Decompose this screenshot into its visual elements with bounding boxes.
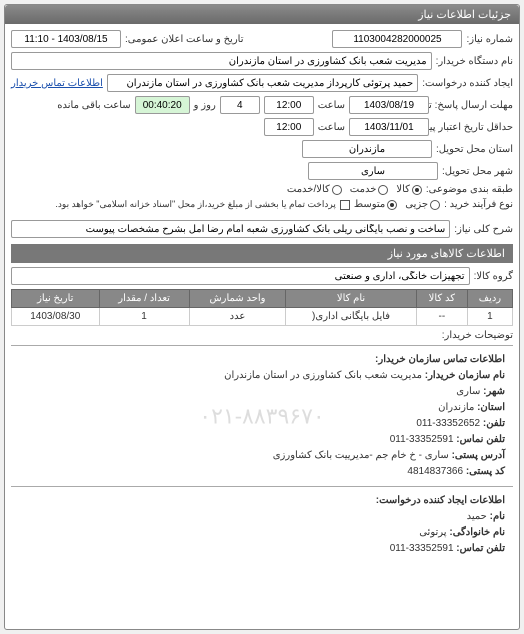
category-label: طبقه بندی موضوعی:: [426, 184, 513, 195]
contact-line: تلفن تماس: 33352591-011: [19, 541, 505, 557]
desc-label: شرح کلی نیاز:: [454, 224, 513, 235]
city-field[interactable]: [308, 162, 438, 180]
announce-field[interactable]: [11, 30, 121, 48]
requester-contact-block: اطلاعات ایجاد کننده درخواست: نام: حمیدنا…: [11, 486, 513, 563]
contact-line: نام: حمید: [19, 509, 505, 525]
contact-line: شهر: ساری: [19, 384, 505, 400]
contact-line: نام خانوادگی: پرتوئی: [19, 525, 505, 541]
buyer-contact-link[interactable]: اطلاعات تماس خریدار: [11, 78, 103, 89]
time-label-1: ساعت: [318, 100, 345, 111]
table-header-row: ردیف کد کالا نام کالا واحد شمارش تعداد /…: [12, 290, 513, 308]
validity-label: حداقل تاریخ اعتبار پیشنهاد: تا تاریخ:: [433, 122, 513, 133]
goods-group-field[interactable]: [11, 267, 470, 285]
province-label: استان محل تحویل:: [436, 144, 513, 155]
contact-line: تلفن نماس: 33352591-011: [19, 432, 505, 448]
time-label-2: ساعت: [318, 122, 345, 133]
city-label: شهر محل تحویل:: [442, 166, 513, 177]
province-field[interactable]: [302, 140, 432, 158]
buyer-org-label: نام دستگاه خریدار:: [436, 56, 513, 67]
panel-title: جزئیات اطلاعات نیاز: [5, 5, 519, 24]
announce-label: تاریخ و ساعت اعلان عمومی:: [125, 34, 244, 45]
reply-deadline-label: مهلت ارسال پاسخ: تا تاریخ:: [433, 100, 513, 111]
contact-line: آدرس پستی: ساری - خ خام جم -مدیرییت بانک…: [19, 448, 505, 464]
buyer-contact-block: اطلاعات تماس سازمان خریدار: نام سازمان خ…: [11, 345, 513, 486]
process-note: پرداخت تمام یا بخشی از مبلغ خرید،از محل …: [55, 199, 335, 210]
th-unit: واحد شمارش: [189, 290, 286, 308]
buyer-notes-label: توضیحات خریدار:: [442, 330, 513, 341]
remain-label: ساعت باقی مانده: [57, 100, 130, 111]
need-number-field[interactable]: [332, 30, 462, 48]
table-cell: 1: [467, 308, 512, 326]
reply-deadline-time[interactable]: [264, 96, 314, 114]
th-row: ردیف: [467, 290, 512, 308]
table-cell: 1403/08/30: [12, 308, 100, 326]
table-cell: --: [416, 308, 467, 326]
cat-option-2[interactable]: کالا/خدمت: [287, 184, 342, 195]
process-option-0[interactable]: جزیی: [405, 199, 440, 210]
radio-icon: [332, 185, 342, 195]
table-cell: 1: [99, 308, 189, 326]
th-qty: تعداد / مقدار: [99, 290, 189, 308]
validity-time[interactable]: [264, 118, 314, 136]
radio-icon: [430, 200, 440, 210]
table-cell: عدد: [189, 308, 286, 326]
requester-field[interactable]: [107, 74, 418, 92]
contact-line: نام سازمان خریدار: مدیریت شعب بانک کشاور…: [19, 368, 505, 384]
table-cell: فایل بایگانی اداری(: [286, 308, 416, 326]
treasury-checkbox[interactable]: [340, 200, 350, 210]
contact-line: کد پستی: 4814837366: [19, 464, 505, 480]
need-details-panel: جزئیات اطلاعات نیاز شماره نیاز: تاریخ و …: [4, 4, 520, 630]
days-field[interactable]: [220, 96, 260, 114]
radio-icon: [387, 200, 397, 210]
panel-body: شماره نیاز: تاریخ و ساعت اعلان عمومی: نا…: [5, 24, 519, 629]
th-date: تاریخ نیاز: [12, 290, 100, 308]
th-name: نام کالا: [286, 290, 416, 308]
reply-deadline-date[interactable]: [349, 96, 429, 114]
contact1-title: اطلاعات تماس سازمان خریدار:: [19, 352, 505, 368]
radio-icon: [412, 185, 422, 195]
process-radio-group: جزیی متوسط: [354, 199, 440, 210]
empty-space: [11, 563, 513, 623]
desc-field[interactable]: [11, 220, 450, 238]
process-option-1[interactable]: متوسط: [354, 199, 397, 210]
need-number-label: شماره نیاز:: [466, 34, 513, 45]
radio-icon: [378, 185, 388, 195]
cat-option-1[interactable]: خدمت: [350, 184, 389, 195]
th-code: کد کالا: [416, 290, 467, 308]
goods-group-label: گروه کالا:: [474, 271, 513, 282]
category-radio-group: کالا خدمت کالا/خدمت: [287, 184, 422, 195]
validity-date[interactable]: [349, 118, 429, 136]
contact2-title: اطلاعات ایجاد کننده درخواست:: [19, 493, 505, 509]
requester-label: ایجاد کننده درخواست:: [422, 78, 513, 89]
goods-section-title: اطلاعات کالاهای مورد نیاز: [11, 244, 513, 263]
remain-time-field: [135, 96, 190, 114]
buyer-org-field[interactable]: [11, 52, 432, 70]
days-label: روز و: [194, 100, 216, 111]
cat-option-0[interactable]: کالا: [396, 184, 422, 195]
goods-table: ردیف کد کالا نام کالا واحد شمارش تعداد /…: [11, 289, 513, 326]
table-row[interactable]: 1--فایل بایگانی اداری(عدد11403/08/30: [12, 308, 513, 326]
contact-line: استان: مازندران: [19, 400, 505, 416]
contact-line: تلفن: 33352652-011: [19, 416, 505, 432]
process-label: نوع فرآیند خرید :: [444, 199, 513, 210]
